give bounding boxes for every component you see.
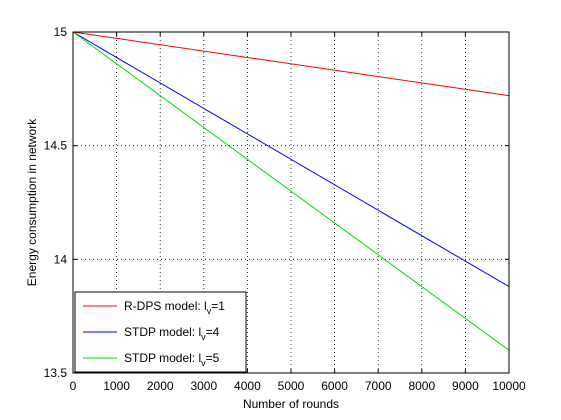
x-tick-label: 7000 [365,379,392,393]
legend-label: R-DPS model: lv=1 [124,299,225,316]
x-tick-label: 3000 [190,379,217,393]
y-tick-label: 15 [54,25,68,39]
x-tick-label: 4000 [234,379,261,393]
ticks [72,31,510,374]
series-line [72,31,510,97]
x-tick-label: 5000 [278,379,305,393]
legend-label: STDP model: lv=4 [124,325,220,342]
y-tick-label: 14 [54,252,68,266]
series-group [72,31,510,351]
y-tick-label: 13.5 [44,366,68,380]
x-tick-label: 8000 [408,379,435,393]
x-tick-label: 2000 [147,379,174,393]
legend: R-DPS model: lv=1 STDP model: lv=4 STDP mo… [74,291,247,373]
y-tick-label: 14.5 [44,139,68,153]
series-line [72,31,510,351]
grid [73,32,509,373]
x-tick-label: 6000 [321,379,348,393]
x-tick-label: 9000 [452,379,479,393]
x-tick-label: 0 [70,379,77,393]
tick-labels: 0 1000 2000 3000 4000 5000 6000 7000 8000 9000 100… [44,25,526,393]
x-axis-label: Number of rounds [243,397,339,411]
y-axis-label: Energy consumption in network [25,118,39,286]
x-tick-label: 1000 [103,379,130,393]
series-line [72,31,510,288]
x-tick-label: 10000 [492,379,526,393]
legend-label: STDP model: lv=5 [124,351,220,368]
